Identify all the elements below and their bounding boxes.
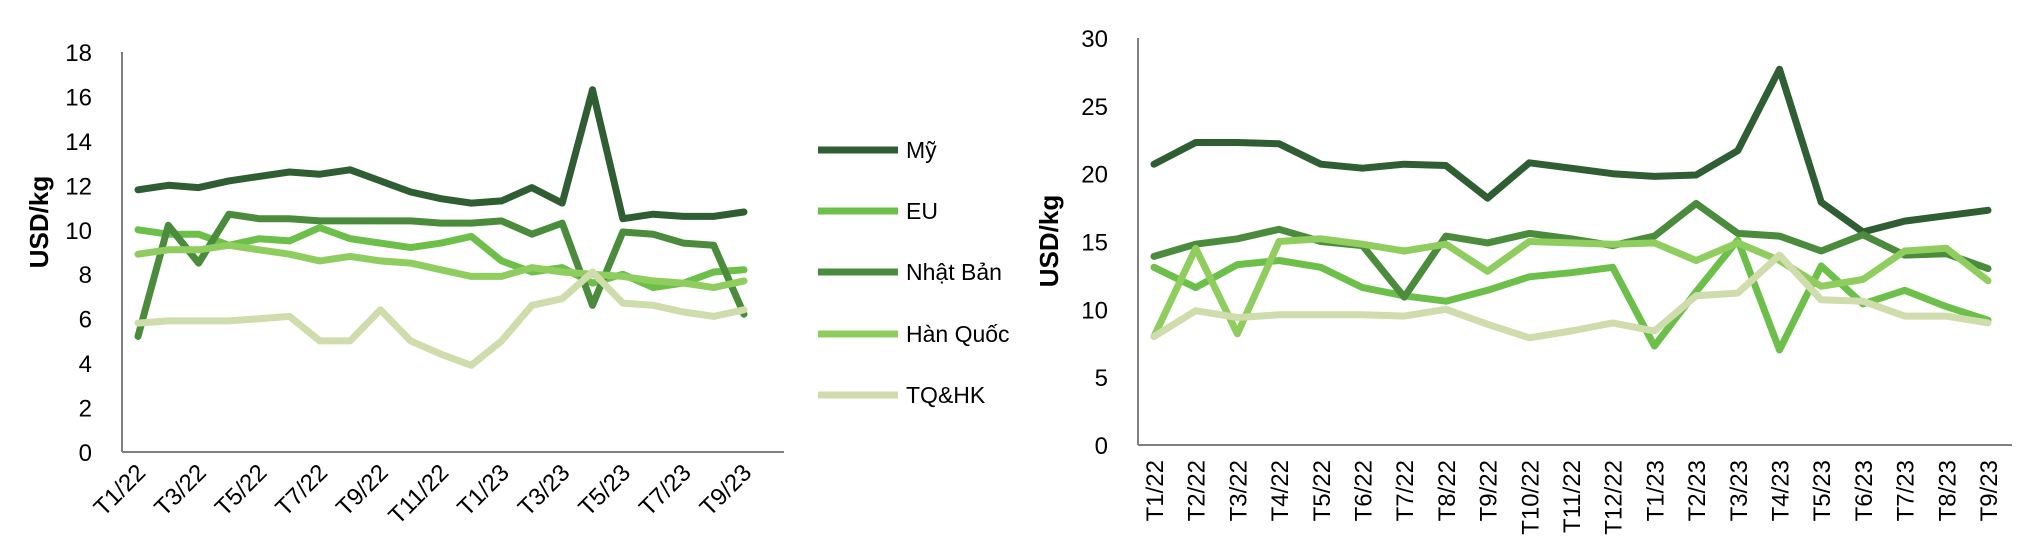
legend-label-nhat-ban: Nhật Bản [906, 259, 1002, 285]
right-series-line-my [1150, 65, 1992, 236]
right-x-tick-label: T1/22 [1142, 460, 1169, 521]
right-y-tick-label: 30 [1081, 26, 1108, 53]
right-x-tick-label: T2/22 [1184, 460, 1211, 521]
right-x-tick-label: T6/23 [1851, 460, 1878, 521]
left-y-ticks: 0 2 4 6 8 10 12 14 16 18 [65, 40, 92, 467]
legend-item-nhat-ban: Nhật Bản [818, 259, 1002, 285]
legend-label-my: Mỹ [906, 137, 937, 163]
right-series-line-han-quoc [1150, 235, 1992, 340]
left-x-ticks: T1/22T3/22T5/22T7/22T9/22T11/22T1/23T3/2… [89, 459, 757, 530]
chart-right: USD/kg 0 5 10 15 20 25 30 T1/22 T2/22 T3/22 T4/22… [1034, 26, 2012, 535]
legend-item-my: Mỹ [818, 137, 937, 163]
right-x-tick-label: T9/22 [1476, 460, 1503, 521]
right-x-ticks: T1/22 T2/22 T3/22 T4/22 T5/22 T6/22 T7/22 T8/22… [1142, 460, 2003, 535]
left-series-lines [134, 86, 748, 369]
right-y-ticks: 0 5 10 15 20 25 30 [1081, 26, 1108, 460]
right-series-line-eu [1150, 236, 1992, 354]
left-x-tick-label: T1/23 [452, 459, 514, 521]
right-x-tick-label: T6/22 [1351, 460, 1378, 521]
right-x-tick-label: T7/22 [1392, 460, 1419, 521]
right-x-tick-label: T2/23 [1684, 460, 1711, 521]
left-y-tick-label: 10 [65, 218, 92, 245]
left-series-line-han-quoc [134, 241, 748, 292]
right-x-tick-label: T3/22 [1225, 460, 1252, 521]
left-x-tick-label: T7/22 [271, 459, 333, 521]
left-x-tick-label: T3/22 [149, 459, 211, 521]
right-series-lines [1150, 65, 1992, 354]
left-series-line-tq-hk [134, 268, 748, 369]
left-y-tick-label: 0 [79, 440, 92, 467]
left-y-tick-label: 8 [79, 262, 92, 289]
right-x-tick-label: T8/23 [1934, 460, 1961, 521]
legend-item-han-quoc: Hàn Quốc [818, 321, 1010, 347]
right-y-tick-label: 15 [1081, 230, 1108, 257]
right-y-tick-label: 5 [1095, 365, 1108, 392]
left-series-line-my [134, 86, 748, 223]
right-series-line-tq-hk [1150, 251, 1992, 342]
left-x-tick-label: T5/23 [574, 459, 636, 521]
right-y-tick-label: 0 [1095, 433, 1108, 460]
left-y-tick-label: 14 [65, 129, 92, 156]
right-x-tick-label: T4/23 [1768, 460, 1795, 521]
left-y-tick-label: 2 [79, 396, 92, 423]
left-y-tick-label: 18 [65, 40, 92, 67]
right-y-tick-label: 20 [1081, 162, 1108, 189]
legend-label-han-quoc: Hàn Quốc [906, 321, 1010, 347]
left-y-axis-label: USD/kg [24, 176, 54, 268]
right-x-tick-label: T12/22 [1601, 460, 1628, 535]
legend-label-eu: EU [906, 198, 938, 224]
left-y-tick-label: 12 [65, 173, 92, 200]
left-x-tick-label: T11/22 [384, 459, 455, 530]
right-y-axis-label: USD/kg [1034, 195, 1064, 287]
legend-label-tq-hk: TQ&HK [906, 382, 986, 408]
left-x-tick-label: T3/23 [513, 459, 575, 521]
left-x-tick-label: T9/23 [695, 459, 757, 521]
left-y-tick-label: 16 [65, 84, 92, 111]
left-x-tick-label: T1/22 [89, 459, 151, 521]
left-x-tick-label: T7/23 [634, 459, 696, 521]
left-y-tick-label: 6 [79, 307, 92, 334]
right-x-tick-label: T3/23 [1726, 460, 1753, 521]
right-x-tick-label: T5/23 [1809, 460, 1836, 521]
right-x-tick-label: T7/23 [1893, 460, 1920, 521]
legend: Mỹ EU Nhật Bản Hàn Quốc TQ&HK [818, 137, 1010, 408]
right-x-tick-label: T9/23 [1976, 460, 2003, 521]
left-y-tick-label: 4 [79, 351, 92, 378]
left-series-line-eu [134, 224, 748, 292]
left-series-line-nhat-ban [134, 210, 748, 340]
right-x-tick-label: T10/22 [1517, 460, 1544, 535]
legend-item-tq-hk: TQ&HK [818, 382, 986, 408]
right-x-tick-label: T4/22 [1267, 460, 1294, 521]
right-y-tick-label: 25 [1081, 94, 1108, 121]
right-x-tick-label: T1/23 [1642, 460, 1669, 521]
right-x-tick-label: T8/22 [1434, 460, 1461, 521]
right-x-tick-label: T5/22 [1309, 460, 1336, 521]
right-y-tick-label: 10 [1081, 297, 1108, 324]
legend-item-eu: EU [818, 198, 938, 224]
right-series-line-nhat-ban [1150, 200, 1992, 301]
left-x-tick-label: T5/22 [210, 459, 272, 521]
right-x-tick-label: T11/22 [1559, 460, 1586, 533]
